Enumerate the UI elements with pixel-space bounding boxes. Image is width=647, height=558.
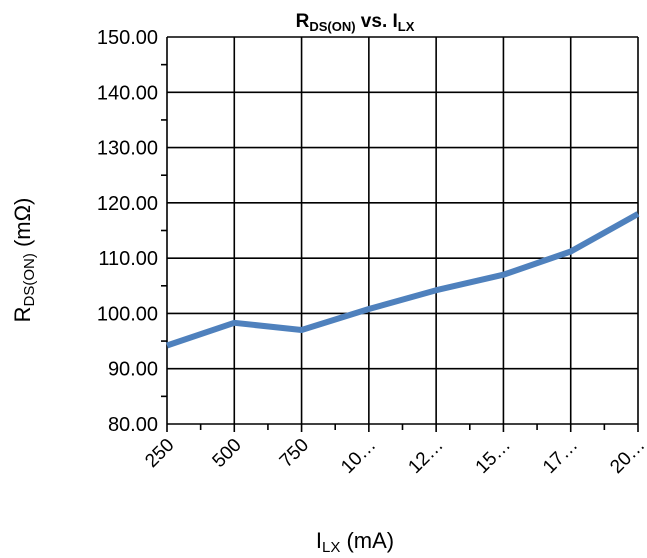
chart-title: RDS(ON) vs. ILX (296, 11, 415, 34)
x-tick-label: 10… (337, 435, 380, 478)
x-axis-ticks: 250 500 750 10… 12… 15… 17… 20… (141, 435, 647, 478)
y-axis-ticks: 150.00 140.00 130.00 120.00 110.00 100.00 90.0… (97, 27, 158, 436)
plot-grid (161, 36, 639, 432)
y-tick-label: 140.00 (97, 82, 158, 104)
y-tick-label: 150.00 (97, 27, 158, 49)
x-tick-label: 20… (606, 435, 647, 478)
x-tick-label: 250 (141, 435, 178, 472)
series-line (166, 211, 640, 349)
y-tick-label: 110.00 (98, 248, 158, 270)
y-tick-label: 80.00 (108, 414, 158, 436)
y-tick-label: 100.00 (97, 303, 158, 325)
y-tick-label: 90.00 (108, 359, 158, 381)
x-tick-label: 17… (539, 435, 582, 478)
x-tick-label: 750 (276, 435, 313, 472)
y-tick-label: 120.00 (97, 193, 158, 215)
x-tick-label: 500 (209, 435, 246, 472)
x-tick-label: 15… (472, 435, 515, 478)
x-axis-label: ILX (mA) (316, 528, 394, 556)
y-axis-label: RDS(ON) (mΩ) (10, 198, 38, 323)
x-tick-label: 12… (404, 435, 447, 478)
y-tick-label: 130.00 (97, 138, 158, 160)
